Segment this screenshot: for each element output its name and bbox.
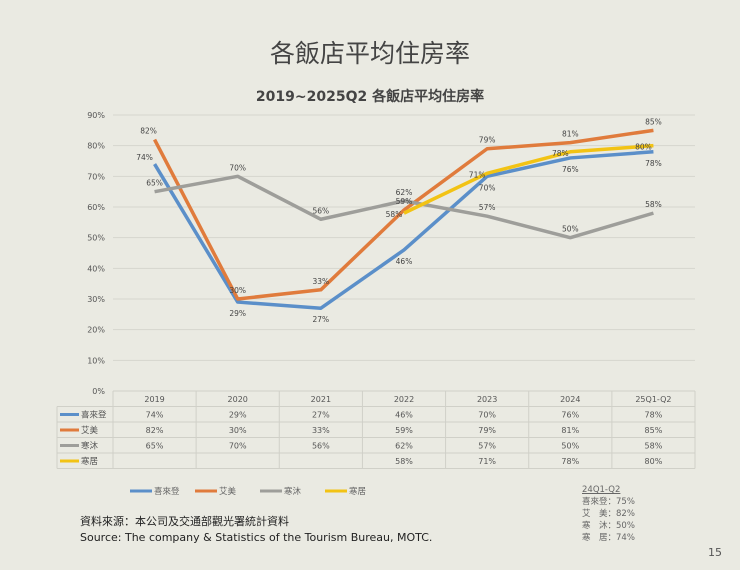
side-note-line: 艾 美：82% [582,509,635,519]
data-label: 57% [479,203,496,212]
table-cell: 27% [312,411,330,420]
table-cell: 70% [229,442,247,451]
data-label: 70% [229,163,246,172]
legend-label: 喜來登 [154,486,180,497]
data-label: 78% [552,149,569,158]
table-cell: 58% [395,457,413,466]
y-tick-label: 90% [87,111,105,120]
data-label: 81% [562,130,579,139]
x-tick-label: 2020 [228,395,248,404]
x-tick-label: 2023 [477,395,497,404]
data-label: 59% [396,197,413,206]
data-label: 50% [562,225,579,234]
table-cell: 30% [229,426,247,435]
data-label: 76% [562,165,579,174]
y-tick-label: 20% [87,326,105,335]
data-label: 58% [645,200,662,209]
table-cell: 58% [645,442,663,451]
table-cell: 76% [561,411,579,420]
data-label: 62% [396,188,413,197]
table-cell: 59% [395,426,413,435]
data-label: 79% [479,136,496,145]
x-tick-label: 2021 [311,395,331,404]
data-label: 27% [313,315,330,324]
data-label: 46% [396,257,413,266]
table-cell: 65% [146,442,164,451]
data-label: 56% [313,206,330,215]
table-cell: 29% [229,411,247,420]
data-label: 85% [645,117,662,126]
x-tick-label: 2022 [394,395,414,404]
table-cell: 82% [146,426,164,435]
table-cell: 57% [478,442,496,451]
line-chart: 0% 10% 20% 30% 40% 50% 60% 70% 80% 90% 2019 2020 202… [56,111,696,497]
table-cell: 81% [561,426,579,435]
source-en: Source: The company & Statistics of the … [80,531,433,544]
table-cell: 78% [561,457,579,466]
table-cell: 79% [478,426,496,435]
legend-label: 艾美 [219,486,237,497]
x-tick-label: 2019 [144,395,164,404]
legend-label: 寒居 [349,486,366,497]
side-note-line: 寒 居：74% [582,533,635,543]
side-note: 24Q1-Q2 喜來登：75% 艾 美：82% 寒 沐：50% 寒 居：74% [582,484,635,544]
series-line-寒沐 [154,174,654,240]
side-note-title: 24Q1-Q2 [582,485,621,495]
y-tick-label: 40% [87,264,105,273]
table-series-label: 艾美 [81,425,99,436]
data-label: 74% [136,153,153,162]
data-label: 78% [645,159,662,168]
x-tick-label: 25Q1-Q2 [635,395,671,404]
y-tick-label: 10% [87,356,105,365]
table-cell: 62% [395,442,413,451]
table-cell: 56% [312,442,330,451]
y-tick-label: 30% [87,295,105,304]
y-tick-label: 50% [87,234,105,243]
y-tick-label: 60% [87,203,105,212]
data-label: 30% [229,286,246,295]
table-series-label: 寒居 [81,456,98,467]
data-label: 82% [140,127,157,136]
data-label: 65% [146,179,163,188]
data-label: 80% [635,143,652,152]
series-line-喜來登 [153,150,654,310]
data-label: 58% [386,210,403,219]
page-number: 15 [708,546,722,559]
table-cell: 50% [561,442,579,451]
table-cell: 46% [395,411,413,420]
source-zh: 資料來源：本公司及交通部觀光署統計資料 [80,515,289,528]
table-cell: 74% [146,411,164,420]
data-label: 29% [229,309,246,318]
y-tick-label: 0% [92,387,105,396]
x-tick-label: 2024 [560,395,580,404]
table-cell: 78% [645,411,663,420]
table-series-label: 寒沐 [81,441,99,452]
data-label: 33% [313,277,330,286]
table-cell: 33% [312,426,330,435]
series-line-艾美 [153,128,654,301]
table-cell: 71% [478,457,496,466]
side-note-line: 喜來登：75% [582,497,635,507]
data-label: 71% [469,170,486,179]
chart-title: 2019~2025Q2 各飯店平均住房率 [255,89,485,105]
table-cell: 70% [478,411,496,420]
legend-label: 寒沐 [284,486,302,497]
table-cell: 85% [645,426,663,435]
source-note: 資料來源：本公司及交通部觀光署統計資料 Source: The company … [80,514,432,546]
page-title: 各飯店平均住房率 [269,39,470,68]
table-cell: 80% [645,457,663,466]
y-tick-label: 70% [87,172,105,181]
data-label: 70% [479,183,496,192]
table-series-label: 喜來登 [81,410,107,421]
side-note-line: 寒 沐：50% [582,521,635,531]
series-line-寒居 [403,143,654,215]
y-tick-label: 80% [87,142,105,151]
